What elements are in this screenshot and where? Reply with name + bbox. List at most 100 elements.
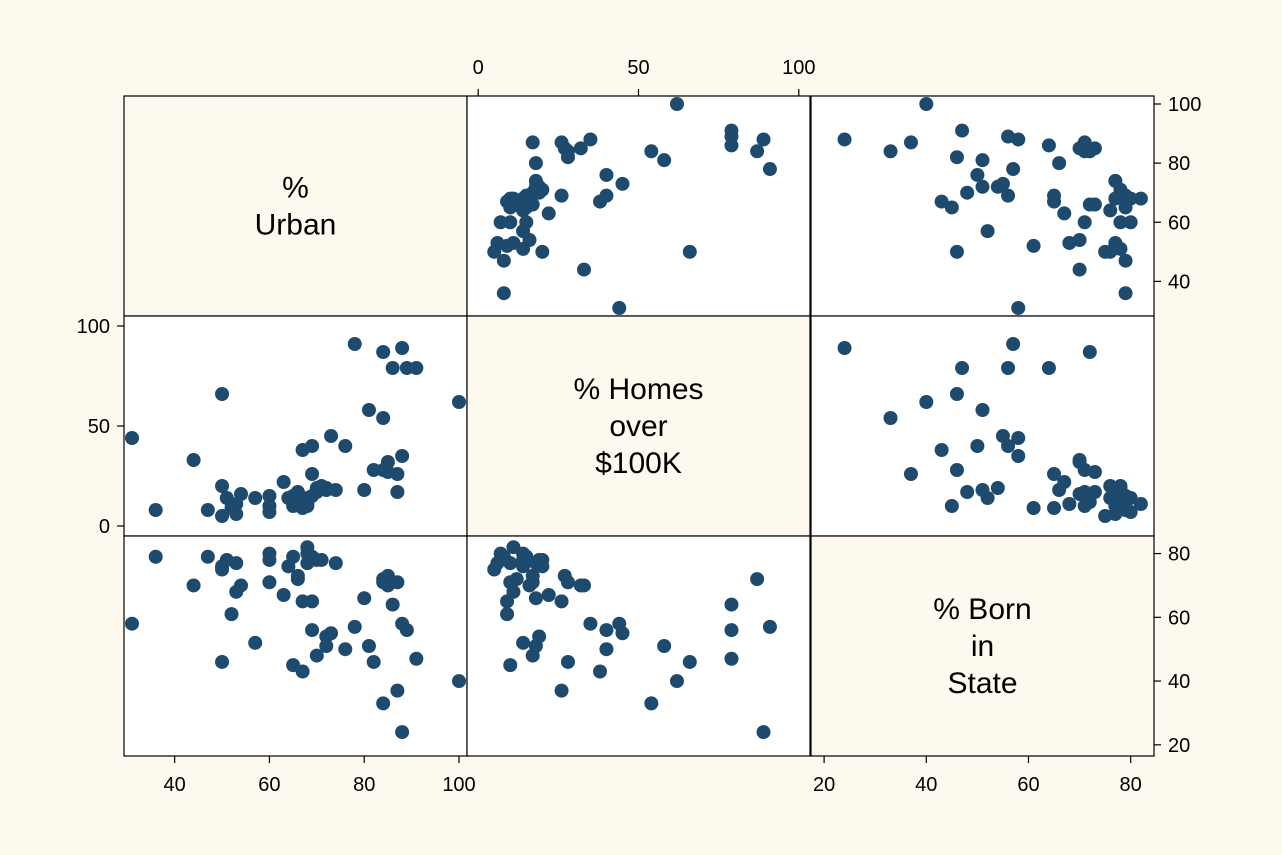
data-point-r2-c0-28 [305, 623, 320, 638]
diagonal-label-0-line-1: Urban [255, 209, 337, 242]
tick-label-right-0-100: 100 [1168, 94, 1201, 116]
data-point-r0-c1-14 [503, 215, 518, 230]
data-point-r0-c1-15 [519, 215, 534, 230]
data-point-r1-c0-1 [148, 503, 163, 517]
data-point-r0-c1-4 [535, 244, 550, 259]
data-point-r2-c0-31 [309, 648, 324, 663]
data-point-r0-c2-31 [960, 185, 975, 200]
data-point-r1-c0-28 [305, 439, 320, 453]
data-point-r0-c2-11 [1072, 233, 1087, 247]
data-point-r0-c2-37 [970, 167, 985, 182]
data-point-r0-c2-16 [1057, 206, 1072, 221]
data-point-r0-c1-51 [756, 132, 771, 147]
data-point-r2-c1-13 [493, 546, 508, 561]
data-point-r2-c1-39 [528, 591, 543, 606]
data-point-r0-c1-27 [554, 188, 569, 203]
data-point-r0-c2-38 [1006, 162, 1021, 177]
tick-label-left-50: 50 [88, 416, 110, 438]
data-point-r0-c1-2 [577, 262, 591, 277]
data-point-r2-c1-49 [554, 683, 569, 698]
data-point-r2-c1-8 [500, 607, 515, 622]
data-point-r1-c0-9 [229, 507, 244, 521]
tick-label-right-2-60: 60 [1168, 607, 1190, 629]
data-point-r2-c0-49 [390, 683, 405, 698]
data-point-r0-c2-53 [955, 123, 970, 138]
data-point-r2-c1-51 [756, 725, 771, 740]
data-point-r1-c2-37 [970, 439, 985, 453]
data-point-r1-c0-48 [390, 485, 405, 499]
data-point-r0-c2-48 [1077, 135, 1092, 150]
data-point-r0-c2-34 [975, 179, 990, 194]
data-point-r2-c0-22 [295, 664, 310, 679]
data-point-r2-c1-46 [573, 578, 588, 593]
data-point-r1-c2-45 [1087, 465, 1102, 479]
data-point-r0-c1-40 [657, 153, 672, 168]
data-point-r0-c1-46 [573, 141, 588, 156]
tick-label-right-2-40: 40 [1168, 671, 1190, 693]
data-point-r2-c1-18 [503, 658, 518, 673]
diagonal-label-2-line-0: % Born [933, 593, 1031, 626]
diagonal-label-1-line-2: $100K [595, 447, 682, 480]
data-point-r2-c0-52 [399, 623, 414, 638]
data-point-r1-c0-49 [390, 467, 405, 481]
data-point-r2-c1-53 [724, 651, 739, 666]
data-point-r0-c1-10 [506, 235, 521, 250]
data-point-r2-c1-54 [669, 674, 684, 689]
data-point-r0-c1-44 [750, 144, 765, 159]
data-point-r2-c0-53 [409, 651, 424, 666]
data-point-r2-c0-37 [338, 642, 353, 657]
data-point-r1-c2-35 [995, 429, 1010, 443]
tick-label-right-2-80: 80 [1168, 544, 1190, 566]
data-point-r1-c2-54 [919, 395, 934, 409]
data-point-r1-c2-26 [1108, 499, 1123, 513]
data-point-r2-c1-48 [525, 575, 540, 590]
data-point-r0-c2-1 [1118, 286, 1133, 301]
data-point-r0-c1-9 [490, 235, 505, 250]
data-point-r0-c2-22 [934, 194, 949, 209]
data-point-r1-c2-22 [934, 443, 949, 457]
data-point-r0-c2-21 [1087, 197, 1102, 212]
data-point-r0-c2-17 [1103, 203, 1118, 218]
data-point-r2-c1-16 [541, 588, 556, 602]
data-point-r1-c2-49 [903, 467, 918, 481]
data-point-r1-c2-33 [990, 481, 1005, 495]
tick-label-bottom-2-60: 60 [1017, 774, 1039, 796]
data-point-r1-c0-54 [452, 395, 466, 409]
data-point-r0-c2-0 [1011, 301, 1026, 315]
data-point-r2-c1-12 [516, 635, 531, 650]
data-point-r1-c0-5 [215, 509, 230, 523]
data-point-r1-c2-21 [1087, 485, 1102, 499]
data-point-r1-c0-40 [361, 403, 376, 417]
data-point-r1-c0-50 [395, 449, 410, 463]
data-point-r2-c0-41 [366, 654, 381, 669]
data-point-r2-c1-36 [528, 556, 543, 571]
data-point-r2-c0-14 [262, 575, 277, 590]
data-point-r0-c2-9 [1108, 235, 1123, 250]
tick-label-bottom-2-20: 20 [813, 774, 835, 796]
data-point-r0-c2-39 [1052, 156, 1067, 171]
data-point-r2-c1-6 [682, 654, 697, 669]
tick-label-bottom-0-60: 60 [258, 774, 280, 796]
data-point-r2-c1-20 [509, 572, 524, 587]
data-point-r2-c0-21 [290, 568, 305, 583]
data-point-r1-c0-39 [357, 483, 372, 497]
data-point-r2-c0-34 [319, 639, 334, 653]
data-point-r0-c1-0 [612, 301, 627, 315]
tick-label-bottom-0-40: 40 [164, 774, 186, 796]
diagonal-panel-1 [466, 315, 811, 537]
data-point-r1-c0-2 [186, 453, 201, 467]
tick-label-left-100: 100 [77, 316, 110, 338]
data-point-r1-c2-10 [1062, 497, 1077, 511]
data-point-r2-c1-40 [657, 639, 672, 653]
data-point-r1-c2-18 [944, 499, 959, 513]
data-point-r2-c0-2 [186, 578, 201, 593]
data-point-r0-c1-3 [496, 253, 511, 268]
data-point-r0-c2-52 [1001, 129, 1016, 144]
data-point-r1-c0-43 [376, 411, 391, 425]
data-point-r1-c2-47 [1041, 361, 1056, 375]
data-point-r0-c1-16 [541, 206, 556, 221]
data-point-r2-c0-6 [215, 654, 230, 669]
data-point-r1-c2-39 [1052, 483, 1067, 497]
data-point-r0-c1-54 [669, 97, 684, 111]
